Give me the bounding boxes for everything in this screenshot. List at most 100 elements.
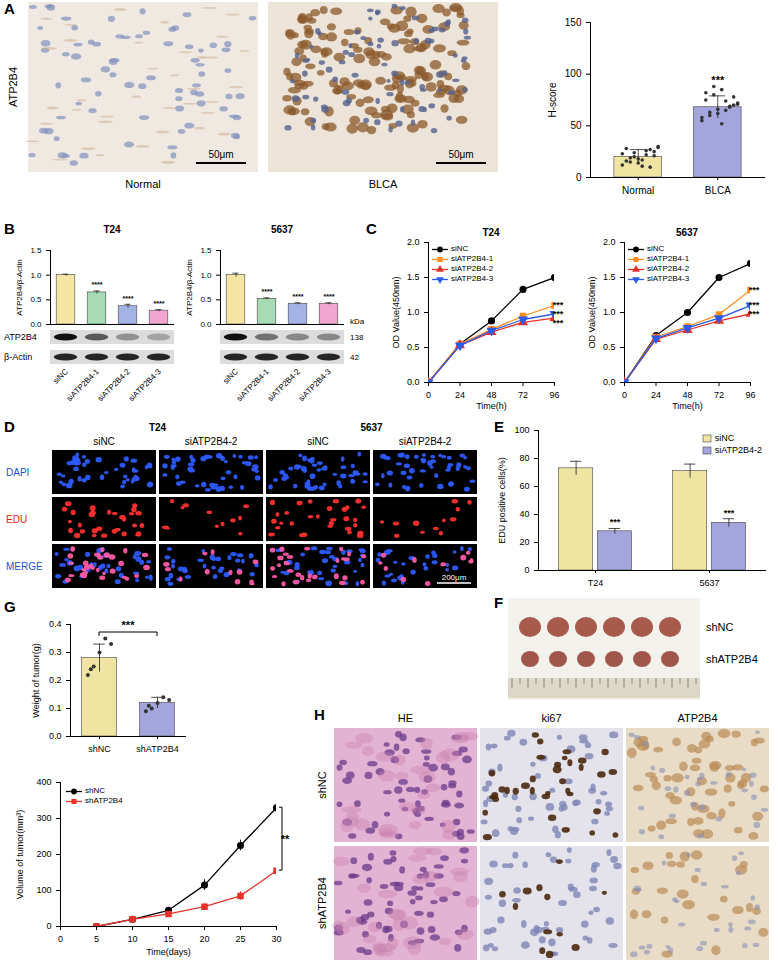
svg-text:150: 150 [565, 17, 582, 28]
svg-text:0.1: 0.1 [49, 703, 62, 713]
svg-text:20: 20 [199, 934, 209, 944]
svg-text:β-Actin: β-Actin [4, 352, 32, 362]
svg-text:24: 24 [651, 390, 661, 400]
svg-text:ATP2B4/β-Actin: ATP2B4/β-Actin [15, 259, 24, 315]
svg-text:siATP2B4-2: siATP2B4-2 [185, 436, 238, 447]
svg-text:T24: T24 [482, 227, 500, 238]
svg-text:G: G [4, 598, 16, 615]
svg-text:BLCA: BLCA [369, 178, 398, 190]
svg-text:0.5: 0.5 [30, 295, 42, 304]
svg-text:***: *** [724, 508, 735, 518]
svg-text:80: 80 [519, 453, 529, 463]
svg-text:42: 42 [350, 353, 359, 362]
svg-text:F: F [494, 594, 503, 611]
svg-text:0.5: 0.5 [200, 295, 212, 304]
svg-text:24: 24 [455, 390, 465, 400]
svg-text:EDU: EDU [6, 514, 27, 525]
svg-text:0: 0 [426, 390, 431, 400]
svg-text:siNC: siNC [307, 436, 329, 447]
svg-text:0: 0 [58, 934, 63, 944]
svg-text:48: 48 [682, 390, 692, 400]
svg-text:96: 96 [549, 390, 559, 400]
svg-text:100: 100 [514, 425, 529, 435]
svg-text:5637: 5637 [271, 224, 294, 235]
svg-text:ATP2B4: ATP2B4 [7, 67, 19, 107]
svg-text:T24: T24 [103, 224, 121, 235]
svg-text:siNC: siNC [93, 436, 115, 447]
svg-text:50: 50 [570, 120, 582, 131]
svg-text:C: C [366, 220, 377, 237]
svg-text:shNC: shNC [88, 744, 111, 754]
svg-text:10: 10 [127, 934, 137, 944]
svg-text:****: **** [293, 293, 304, 300]
svg-text:50μm: 50μm [208, 149, 233, 160]
svg-text:E: E [494, 418, 504, 435]
svg-text:****: **** [123, 295, 134, 302]
svg-text:***: *** [711, 74, 725, 86]
svg-text:2.0: 2.0 [603, 237, 616, 247]
svg-text:Time(h): Time(h) [672, 401, 703, 411]
svg-text:A: A [4, 0, 15, 17]
svg-text:1.5: 1.5 [200, 246, 212, 255]
svg-text:Normal: Normal [622, 185, 654, 196]
svg-text:0.3: 0.3 [49, 647, 62, 657]
svg-text:200μm: 200μm [442, 573, 467, 582]
svg-text:***: *** [749, 309, 760, 319]
svg-text:Volume of tumor(mm³): Volume of tumor(mm³) [15, 810, 25, 900]
svg-text:OD Value(450nm): OD Value(450nm) [391, 277, 401, 349]
svg-text:5: 5 [94, 934, 99, 944]
svg-text:shNC: shNC [706, 621, 734, 633]
svg-text:D: D [4, 418, 15, 435]
svg-text:0.4: 0.4 [49, 619, 62, 629]
svg-text:siATP2B4-3: siATP2B4-3 [297, 367, 334, 404]
svg-text:0.0: 0.0 [49, 731, 62, 741]
svg-text:1.0: 1.0 [603, 307, 616, 317]
svg-text:shNC: shNC [316, 771, 328, 799]
svg-text:0: 0 [576, 172, 582, 183]
svg-text:****: **** [324, 293, 335, 300]
svg-text:****: **** [92, 281, 103, 288]
svg-text:0.0: 0.0 [200, 320, 212, 328]
svg-text:***: *** [749, 285, 760, 295]
svg-text:Weight of tumor(g): Weight of tumor(g) [31, 643, 41, 717]
svg-text:siNC: siNC [51, 367, 70, 386]
svg-text:H: H [314, 706, 325, 723]
svg-text:48: 48 [486, 390, 496, 400]
svg-text:siATP2B4-3: siATP2B4-3 [127, 367, 164, 404]
svg-text:Time(h): Time(h) [476, 401, 507, 411]
svg-text:1.0: 1.0 [30, 271, 42, 280]
svg-text:60: 60 [519, 481, 529, 491]
svg-text:0.0: 0.0 [603, 377, 616, 387]
svg-text:***: *** [122, 619, 136, 631]
svg-text:20: 20 [519, 537, 529, 547]
svg-text:ki67: ki67 [541, 712, 561, 724]
svg-text:T24: T24 [588, 578, 604, 588]
svg-text:siNC: siNC [221, 367, 240, 386]
svg-text:5637: 5637 [360, 422, 383, 433]
svg-text:1.5: 1.5 [407, 272, 420, 282]
svg-text:0: 0 [46, 921, 51, 931]
svg-text:shATP2B4: shATP2B4 [316, 877, 328, 929]
svg-text:shATP2B4: shATP2B4 [136, 744, 178, 754]
svg-text:40: 40 [519, 509, 529, 519]
svg-text:ATP2B4/β-Actin: ATP2B4/β-Actin [185, 259, 194, 315]
svg-text:300: 300 [36, 813, 51, 823]
svg-text:OD Value(450nm): OD Value(450nm) [587, 277, 597, 349]
svg-text:DAPI: DAPI [6, 467, 29, 478]
svg-text:0: 0 [622, 390, 627, 400]
svg-text:0: 0 [524, 565, 529, 575]
svg-text:****: **** [154, 300, 165, 307]
svg-text:EDU positive cells(%): EDU positive cells(%) [497, 457, 507, 544]
svg-text:Normal: Normal [125, 178, 160, 190]
svg-text:72: 72 [518, 390, 528, 400]
svg-text:72: 72 [714, 390, 724, 400]
svg-text:kDa: kDa [350, 317, 365, 326]
svg-text:25: 25 [235, 934, 245, 944]
svg-text:BLCA: BLCA [705, 185, 731, 196]
svg-text:5637: 5637 [699, 578, 719, 588]
svg-text:MERGE: MERGE [6, 561, 43, 572]
svg-text:0.2: 0.2 [49, 675, 62, 685]
svg-text:1.0: 1.0 [407, 307, 420, 317]
svg-text:30: 30 [271, 934, 281, 944]
svg-text:1.5: 1.5 [30, 246, 42, 255]
